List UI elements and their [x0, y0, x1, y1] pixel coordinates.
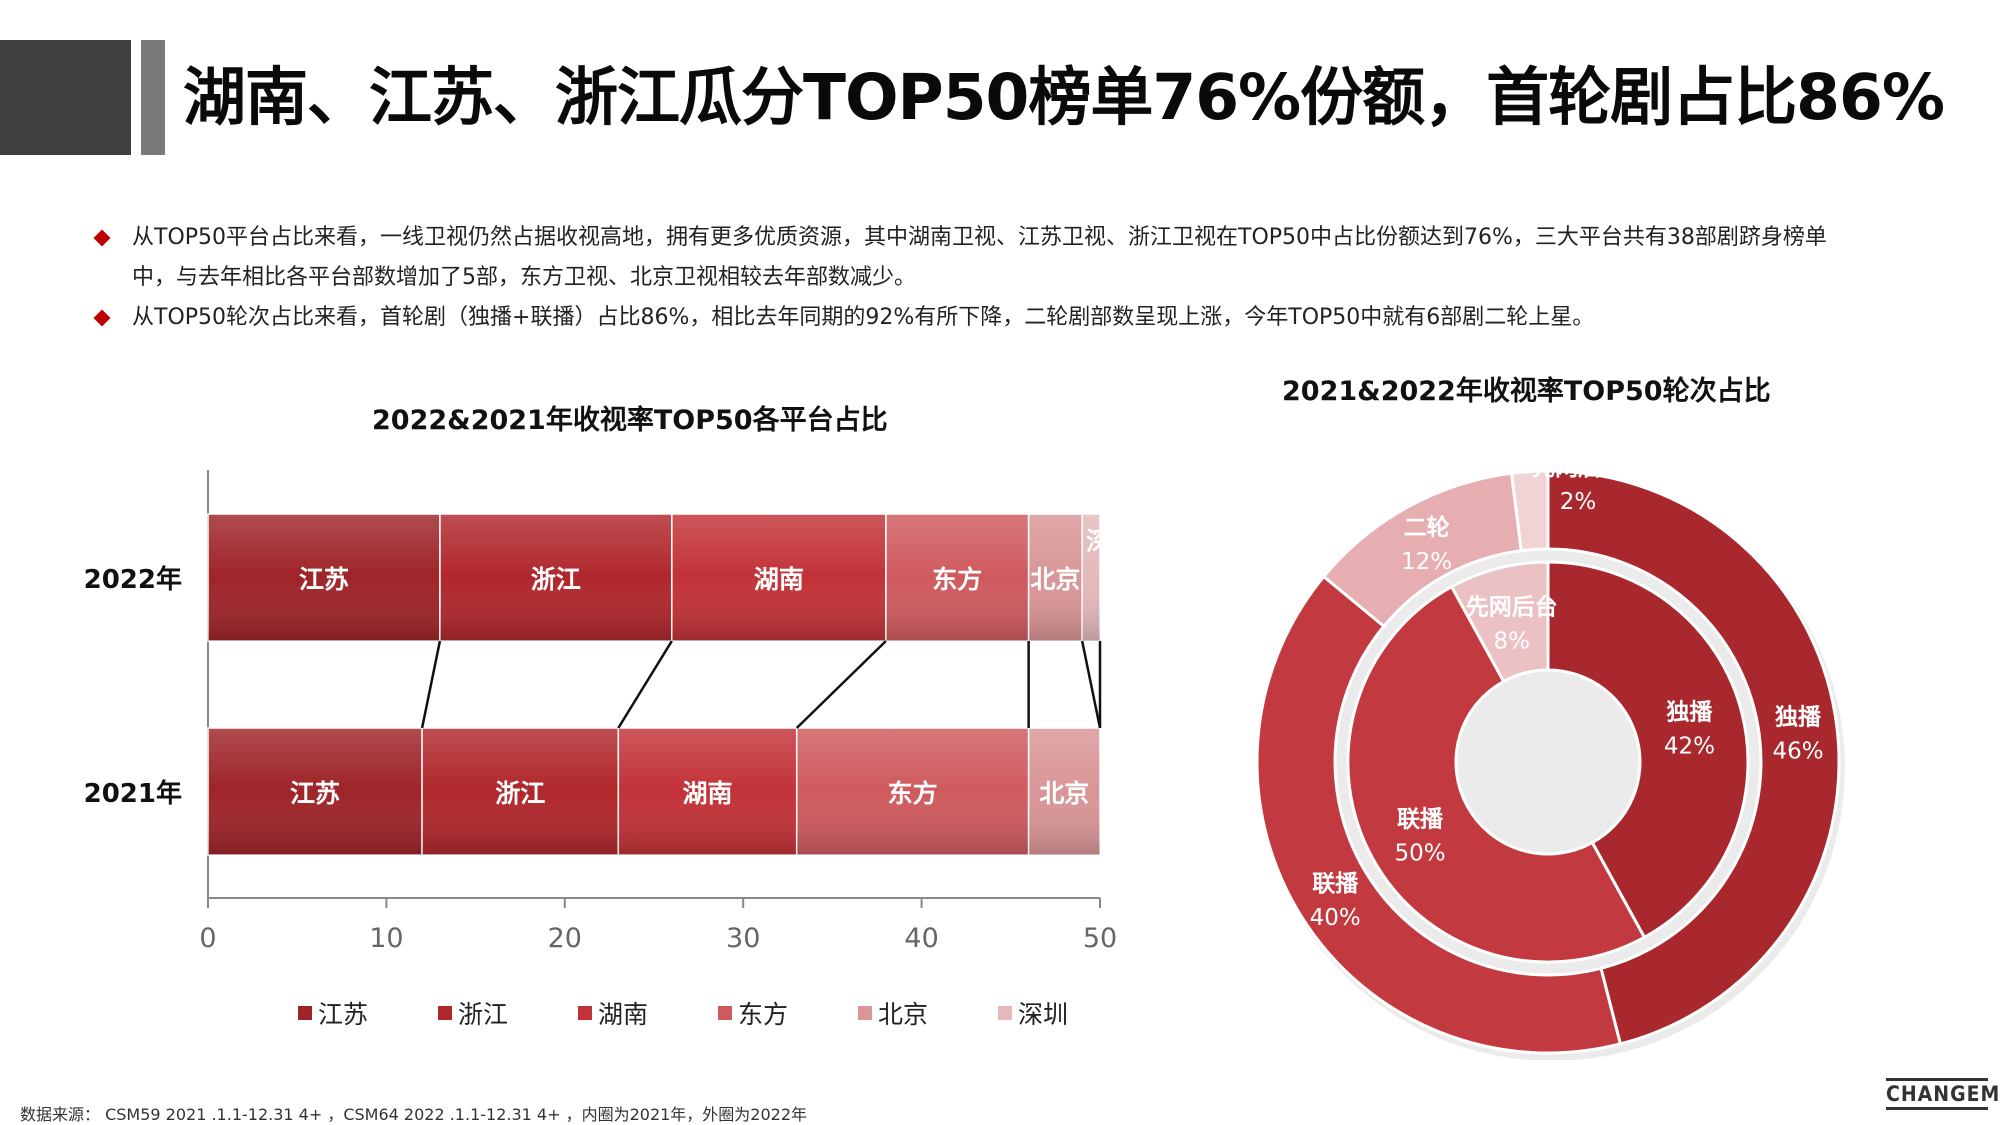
- legend-label: 东方: [738, 1000, 789, 1029]
- x-tick-label: 0: [199, 923, 216, 954]
- bar-segment-shade: [1028, 514, 1083, 641]
- legend-item: 深圳: [998, 995, 1068, 1031]
- bar-segment-shade: [618, 728, 797, 855]
- x-tick-label: 40: [904, 923, 938, 954]
- legend-item: 东方: [718, 995, 788, 1031]
- x-tick-label: 10: [369, 923, 403, 954]
- bullet-text-line: 从TOP50平台占比来看，一线卫视仍然占据收视高地，拥有更多优质资源，其中湖南卫…: [132, 225, 1827, 250]
- bar-segment-shade: [208, 728, 423, 855]
- bar-segment-label: 东方: [888, 779, 938, 808]
- legend-label: 北京: [878, 1000, 929, 1029]
- bar-segment-shade: [671, 514, 886, 641]
- bar-segment-label: 浙江: [495, 779, 545, 808]
- bar-segment-label: 湖南: [683, 779, 733, 808]
- bullet-item: 从TOP50平台占比来看，一线卫视仍然占据收视高地，拥有更多优质资源，其中湖南卫…: [92, 218, 1872, 298]
- bar-segment-shade: [439, 514, 672, 641]
- bar-segment-shade: [1082, 514, 1100, 641]
- bullet-text-line: 从TOP50轮次占比来看，首轮剧（独播+联播）占比86%，相比去年同期的92%有…: [132, 305, 1595, 330]
- x-tick-label: 30: [726, 923, 760, 954]
- donut-slice-value: 12%: [1401, 549, 1452, 575]
- bar-segment-label: 江苏: [299, 565, 349, 594]
- stacked-bar-chart: 0 10 20 30 40 502022年2021年江苏 浙江 湖南 东方 北京深圳江苏 浙江 湖南东…: [83, 470, 1136, 954]
- donut-shadow: [1259, 475, 1845, 1060]
- donut-slice-label: 先网后台: [1466, 594, 1558, 621]
- brand-logo: CHANGEMO: [1886, 1078, 2000, 1110]
- donut-slice-label: 独播: [1666, 700, 1713, 726]
- legend-swatch: [718, 1006, 732, 1020]
- legend-label: 浙江: [458, 1000, 509, 1029]
- donut-slice-value: 50%: [1394, 840, 1445, 866]
- bar-segment-shade: [208, 514, 440, 641]
- legend-swatch: [298, 1006, 312, 1020]
- x-tick-label: 20: [548, 923, 582, 954]
- bar-segment-shade: [422, 728, 619, 855]
- donut-slice-value: 8%: [1493, 629, 1530, 655]
- legend-swatch: [858, 1006, 872, 1020]
- donut-slice: [1346, 584, 1647, 964]
- series-connector-line: [1080, 640, 1102, 729]
- donut-chart-title: 2021&2022年收视率TOP50轮次占比: [1282, 376, 1771, 407]
- donut-slice-label: 联播: [1312, 871, 1359, 897]
- bar-segment-label: 北京: [1030, 565, 1080, 594]
- donut-slice: [1321, 471, 1523, 629]
- donut-slice: [1509, 469, 1550, 553]
- legend-swatch: [578, 1006, 592, 1020]
- legend-item: 浙江: [438, 995, 508, 1031]
- data-source-note: 数据来源： CSM59 2021 .1.1-12.31 4+ ，CSM64 20…: [20, 1105, 808, 1124]
- donut-slice: [1546, 469, 1841, 1046]
- bar-segment-label: 深圳: [1086, 527, 1136, 556]
- bar-segment-label: 北京: [1039, 779, 1089, 808]
- legend-item: 北京: [858, 995, 928, 1031]
- category-label: 2021年: [84, 778, 182, 809]
- bullet-text-line: 中，与去年相比各平台部数增加了5部，东方卫视、北京卫视相较去年部数减少。: [132, 265, 916, 290]
- series-connector-line: [795, 640, 887, 729]
- bar-segment-label: 江苏: [290, 779, 340, 808]
- series-connector-line: [420, 640, 442, 729]
- donut-slice-label: 联播: [1397, 806, 1444, 832]
- legend-item: 江苏: [298, 995, 368, 1031]
- page-title: 湖南、江苏、浙江瓜分TOP50榜单76%份额，首轮剧占比86%: [183, 61, 1945, 134]
- bar-segment-shade: [796, 728, 1029, 855]
- legend-label: 湖南: [598, 1000, 649, 1029]
- donut-slice-value: 46%: [1772, 738, 1823, 764]
- donut-slice-value: 2%: [1560, 489, 1597, 515]
- bullet-item: 从TOP50轮次占比来看，首轮剧（独播+联播）占比86%，相比去年同期的92%有…: [92, 298, 1872, 338]
- donut-slice: [1255, 574, 1623, 1055]
- legend-item: 湖南: [578, 995, 648, 1031]
- donut-slice: [1546, 560, 1750, 940]
- bar-chart-title: 2022&2021年收视率TOP50各平台占比: [372, 405, 888, 436]
- legend-label: 深圳: [1018, 1000, 1069, 1029]
- x-tick-label: 50: [1083, 923, 1117, 954]
- bar-segment-label: 湖南: [754, 565, 804, 594]
- bar-chart-legend: 江苏 浙江 湖南 东方 北京 深圳: [298, 995, 1098, 1035]
- legend-swatch: [438, 1006, 452, 1020]
- donut-slice-value: 40%: [1310, 905, 1361, 931]
- bar-segment-label: 东方: [932, 565, 982, 594]
- bar-segment-shade: [885, 514, 1029, 641]
- donut-slice-value: 42%: [1664, 734, 1715, 760]
- summary-bullets: 从TOP50平台占比来看，一线卫视仍然占据收视高地，拥有更多优质资源，其中湖南卫…: [92, 218, 1872, 338]
- bar-segment-shade: [1028, 728, 1100, 855]
- bar-segment-label: 浙江: [531, 565, 581, 594]
- donut-slice-label: 先网后台: [1532, 454, 1624, 481]
- title-accent-bar: [141, 40, 165, 155]
- legend-label: 江苏: [318, 1000, 369, 1029]
- donut-slice-label: 独播: [1775, 704, 1822, 730]
- donut-slice-label: 二轮: [1404, 514, 1450, 541]
- legend-swatch: [998, 1006, 1012, 1020]
- category-label: 2022年: [84, 564, 182, 595]
- donut-slice: [1449, 560, 1550, 684]
- series-connector-line: [617, 640, 673, 729]
- title-accent-block: [0, 40, 131, 155]
